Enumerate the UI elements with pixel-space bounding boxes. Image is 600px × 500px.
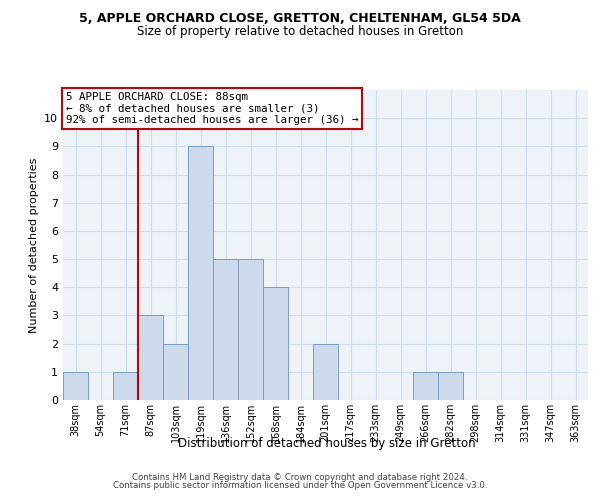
Text: Contains HM Land Registry data © Crown copyright and database right 2024.: Contains HM Land Registry data © Crown c… [132, 472, 468, 482]
Bar [263, 288, 288, 400]
Bar [438, 372, 463, 400]
Bar [213, 259, 238, 400]
Bar [113, 372, 138, 400]
Text: Contains public sector information licensed under the Open Government Licence v3: Contains public sector information licen… [113, 481, 487, 490]
Text: Distribution of detached houses by size in Gretton: Distribution of detached houses by size … [178, 438, 476, 450]
Bar [63, 372, 88, 400]
Bar [238, 259, 263, 400]
Text: Size of property relative to detached houses in Gretton: Size of property relative to detached ho… [137, 25, 463, 38]
Bar [163, 344, 188, 400]
Text: 5, APPLE ORCHARD CLOSE, GRETTON, CHELTENHAM, GL54 5DA: 5, APPLE ORCHARD CLOSE, GRETTON, CHELTEN… [79, 12, 521, 26]
Bar [413, 372, 438, 400]
Text: 5 APPLE ORCHARD CLOSE: 88sqm
← 8% of detached houses are smaller (3)
92% of semi: 5 APPLE ORCHARD CLOSE: 88sqm ← 8% of det… [65, 92, 358, 124]
Y-axis label: Number of detached properties: Number of detached properties [29, 158, 38, 332]
Bar [313, 344, 338, 400]
Bar [138, 316, 163, 400]
Bar [188, 146, 213, 400]
